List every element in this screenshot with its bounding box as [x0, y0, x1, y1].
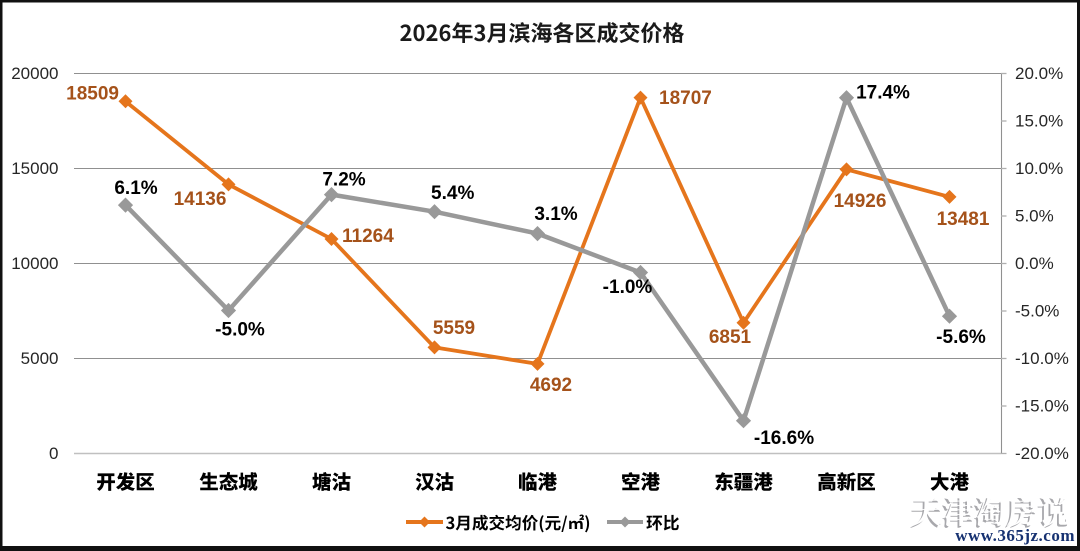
svg-text:5.0%: 5.0%	[1015, 207, 1054, 226]
svg-text:13481: 13481	[937, 209, 990, 230]
svg-text:4692: 4692	[530, 375, 572, 396]
svg-text:17.4%: 17.4%	[856, 83, 910, 104]
svg-text:5559: 5559	[433, 318, 475, 339]
svg-text:www.365jz.com: www.365jz.com	[955, 526, 1075, 545]
svg-text:-20.0%: -20.0%	[1015, 444, 1069, 463]
svg-text:18509: 18509	[66, 84, 119, 105]
svg-text:-16.6%: -16.6%	[754, 428, 814, 449]
svg-text:14136: 14136	[174, 189, 227, 210]
svg-text:-1.0%: -1.0%	[603, 277, 653, 298]
svg-text:5.4%: 5.4%	[431, 183, 474, 204]
svg-text:-15.0%: -15.0%	[1015, 397, 1069, 416]
svg-text:-5.0%: -5.0%	[215, 320, 265, 341]
svg-text:15000: 15000	[11, 159, 58, 178]
svg-text:0.0%: 0.0%	[1015, 254, 1054, 273]
svg-text:3.1%: 3.1%	[534, 204, 577, 225]
svg-text:14926: 14926	[834, 191, 887, 212]
svg-text:0: 0	[49, 444, 58, 463]
svg-text:20.0%: 20.0%	[1015, 64, 1063, 83]
svg-text:6851: 6851	[709, 327, 752, 348]
svg-text:6.1%: 6.1%	[114, 178, 157, 199]
svg-text:15.0%: 15.0%	[1015, 112, 1063, 131]
svg-text:11264: 11264	[342, 226, 394, 247]
svg-text:-10.0%: -10.0%	[1015, 349, 1069, 368]
svg-text:10000: 10000	[11, 254, 58, 273]
svg-text:10.0%: 10.0%	[1015, 159, 1063, 178]
svg-text:18707: 18707	[659, 88, 712, 109]
svg-text:20000: 20000	[11, 64, 58, 83]
svg-text:7.2%: 7.2%	[322, 170, 365, 191]
svg-text:5000: 5000	[21, 349, 59, 368]
svg-text:-5.0%: -5.0%	[1015, 302, 1059, 321]
svg-text:-5.6%: -5.6%	[936, 327, 986, 348]
